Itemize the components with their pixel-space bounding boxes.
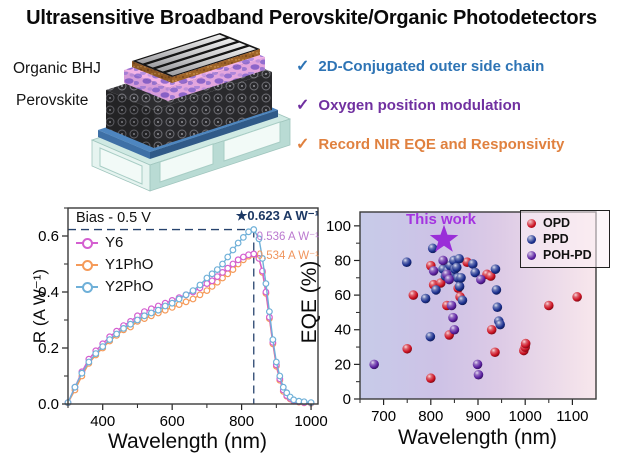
y6-marker-icon (76, 237, 98, 249)
legend-item-ppd: PPD (527, 231, 603, 247)
peak-annotation-y6: 0.536 A W⁻¹ (256, 231, 319, 243)
legend-label: OPD (543, 216, 571, 230)
responsivity-x-axis-label: Wavelength (nm) (107, 430, 268, 453)
highlight-label: 2D-Conjugated outer side chain (318, 58, 545, 75)
svg-text:1000: 1000 (294, 413, 327, 430)
svg-text:0.2: 0.2 (38, 340, 59, 357)
highlight-label: Oxygen position modulation (318, 97, 521, 114)
highlight-row-2: ✓ Oxygen position modulation (296, 97, 521, 115)
svg-text:1000: 1000 (509, 408, 542, 425)
svg-text:20: 20 (334, 356, 351, 373)
eqe-y-axis-label: EQE (%) (298, 260, 321, 344)
poh-pd-sphere-icon (527, 250, 536, 260)
responsivity-chart: 400 600 800 1000 0.0 0.2 0.4 0.6 R (A W⁻¹) Wave… (22, 196, 328, 460)
device-schematic (90, 33, 292, 192)
highlight-label: Record NIR EQE and Responsivity (318, 136, 565, 153)
svg-text:800: 800 (418, 408, 443, 425)
peak-annotation-y2pho: ★0.623 A W⁻¹ (235, 208, 319, 223)
svg-text:900: 900 (465, 408, 490, 425)
highlight-row-3: ✓ Record NIR EQE and Responsivity (296, 136, 564, 154)
legend-item-y6: Y6 (76, 234, 123, 251)
label-organic-bhj: Organic BHJ (13, 60, 101, 77)
opd-sphere-icon (527, 218, 536, 228)
legend-item-opd: OPD (527, 215, 603, 231)
legend-item-y1pho: Y1PhO (76, 256, 153, 273)
svg-text:100: 100 (326, 218, 351, 235)
eqe-x-axis-label: Wavelength (nm) (397, 426, 558, 449)
legend-label: Y6 (105, 234, 124, 251)
peak-annotation-y1pho: 0.534 A W⁻¹ (256, 250, 319, 262)
svg-text:0: 0 (343, 391, 351, 408)
legend-item-poh-pd: POH-PD (527, 247, 603, 263)
svg-text:600: 600 (160, 413, 185, 430)
responsivity-y-axis-label: R (A W⁻¹) (30, 268, 49, 344)
this-work-annotation: This work (406, 211, 477, 228)
legend-label: PPD (543, 232, 569, 246)
y2pho-marker-icon (76, 281, 98, 293)
y1pho-marker-icon (76, 259, 98, 271)
checkmark-icon: ✓ (296, 97, 310, 114)
legend-label: Y2PhO (105, 278, 154, 295)
svg-text:400: 400 (90, 413, 115, 430)
svg-text:0.0: 0.0 (38, 396, 59, 413)
svg-text:40: 40 (334, 322, 351, 339)
svg-text:0.6: 0.6 (38, 228, 59, 245)
legend-label: Y1PhO (105, 256, 154, 273)
label-perovskite: Perovskite (16, 92, 89, 109)
svg-text:60: 60 (334, 287, 351, 304)
checkmark-icon: ✓ (296, 58, 310, 75)
svg-text:0.4: 0.4 (38, 284, 59, 301)
page-title: Ultrasensitive Broadband Perovskite/Orga… (26, 7, 597, 29)
svg-text:800: 800 (229, 413, 254, 430)
scatter-legend: OPD PPD POH-PD (520, 210, 610, 268)
legend-label: POH-PD (543, 248, 592, 262)
ppd-sphere-icon (527, 234, 536, 244)
legend-item-y2pho: Y2PhO (76, 278, 153, 295)
silver-electrode-strips (133, 33, 259, 77)
svg-text:80: 80 (334, 252, 351, 269)
checkmark-icon: ✓ (296, 136, 310, 153)
svg-text:1100: 1100 (556, 408, 588, 425)
eqe-benchmark-chart: 700 800 900 1000 1100 0 20 40 60 80 100 EQE (%) Wa… (298, 196, 623, 460)
bias-annotation: Bias - 0.5 V (76, 210, 151, 226)
svg-text:700: 700 (371, 408, 396, 425)
highlight-row-1: ✓ 2D-Conjugated outer side chain (296, 58, 544, 76)
responsivity-plot-svg: 400 600 800 1000 0.0 0.2 0.4 0.6 (38, 207, 328, 430)
